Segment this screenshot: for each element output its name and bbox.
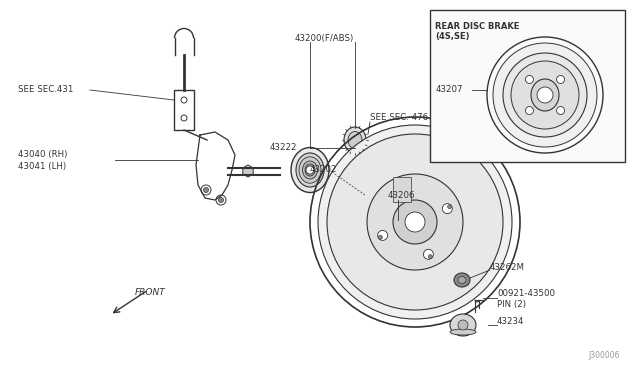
Circle shape <box>424 249 433 259</box>
Ellipse shape <box>303 161 317 179</box>
Circle shape <box>428 255 432 259</box>
Circle shape <box>378 235 382 239</box>
Text: 00921-43500: 00921-43500 <box>497 289 555 298</box>
Ellipse shape <box>450 329 476 335</box>
Text: 43206: 43206 <box>388 190 415 199</box>
Ellipse shape <box>296 153 324 187</box>
Circle shape <box>557 76 564 83</box>
Circle shape <box>557 106 564 115</box>
Ellipse shape <box>458 276 466 283</box>
Circle shape <box>393 200 437 244</box>
Circle shape <box>204 187 209 192</box>
Text: SEE SEC.431: SEE SEC.431 <box>18 86 74 94</box>
Ellipse shape <box>299 157 321 183</box>
Ellipse shape <box>348 131 362 148</box>
Ellipse shape <box>450 314 476 336</box>
Text: REAR DISC BRAKE: REAR DISC BRAKE <box>435 22 520 31</box>
Text: 43200(F/ABS): 43200(F/ABS) <box>295 33 355 42</box>
Circle shape <box>397 185 406 195</box>
Bar <box>430 10 625 162</box>
Text: 43041 (LH): 43041 (LH) <box>18 163 66 171</box>
Text: (4S,SE): (4S,SE) <box>435 32 470 41</box>
Text: 43234: 43234 <box>497 317 525 327</box>
Text: 43262M: 43262M <box>490 263 525 272</box>
Circle shape <box>458 320 468 330</box>
Ellipse shape <box>305 164 315 176</box>
Text: 43222: 43222 <box>270 144 298 153</box>
Circle shape <box>327 134 503 310</box>
Circle shape <box>525 76 534 83</box>
Circle shape <box>218 198 223 202</box>
Text: J300006: J300006 <box>589 351 620 360</box>
Text: FRONT: FRONT <box>135 288 166 297</box>
Ellipse shape <box>291 148 329 192</box>
Circle shape <box>397 185 402 189</box>
Text: PIN (2): PIN (2) <box>497 301 526 310</box>
Circle shape <box>367 174 463 270</box>
Circle shape <box>511 61 579 129</box>
Circle shape <box>318 125 512 319</box>
Bar <box>174 90 194 130</box>
Circle shape <box>442 203 452 214</box>
Ellipse shape <box>344 127 366 153</box>
Circle shape <box>537 87 553 103</box>
Circle shape <box>306 166 314 174</box>
Circle shape <box>447 205 452 209</box>
Circle shape <box>503 53 587 137</box>
Circle shape <box>525 106 534 115</box>
Circle shape <box>405 212 425 232</box>
Ellipse shape <box>454 273 470 287</box>
Text: SEE SEC. 476: SEE SEC. 476 <box>370 113 428 122</box>
Text: 43207: 43207 <box>436 86 463 94</box>
Circle shape <box>378 230 388 240</box>
Ellipse shape <box>531 79 559 111</box>
Text: 43202: 43202 <box>310 166 337 174</box>
Bar <box>393 177 411 202</box>
Circle shape <box>493 43 597 147</box>
Text: 43040 (RH): 43040 (RH) <box>18 151 67 160</box>
